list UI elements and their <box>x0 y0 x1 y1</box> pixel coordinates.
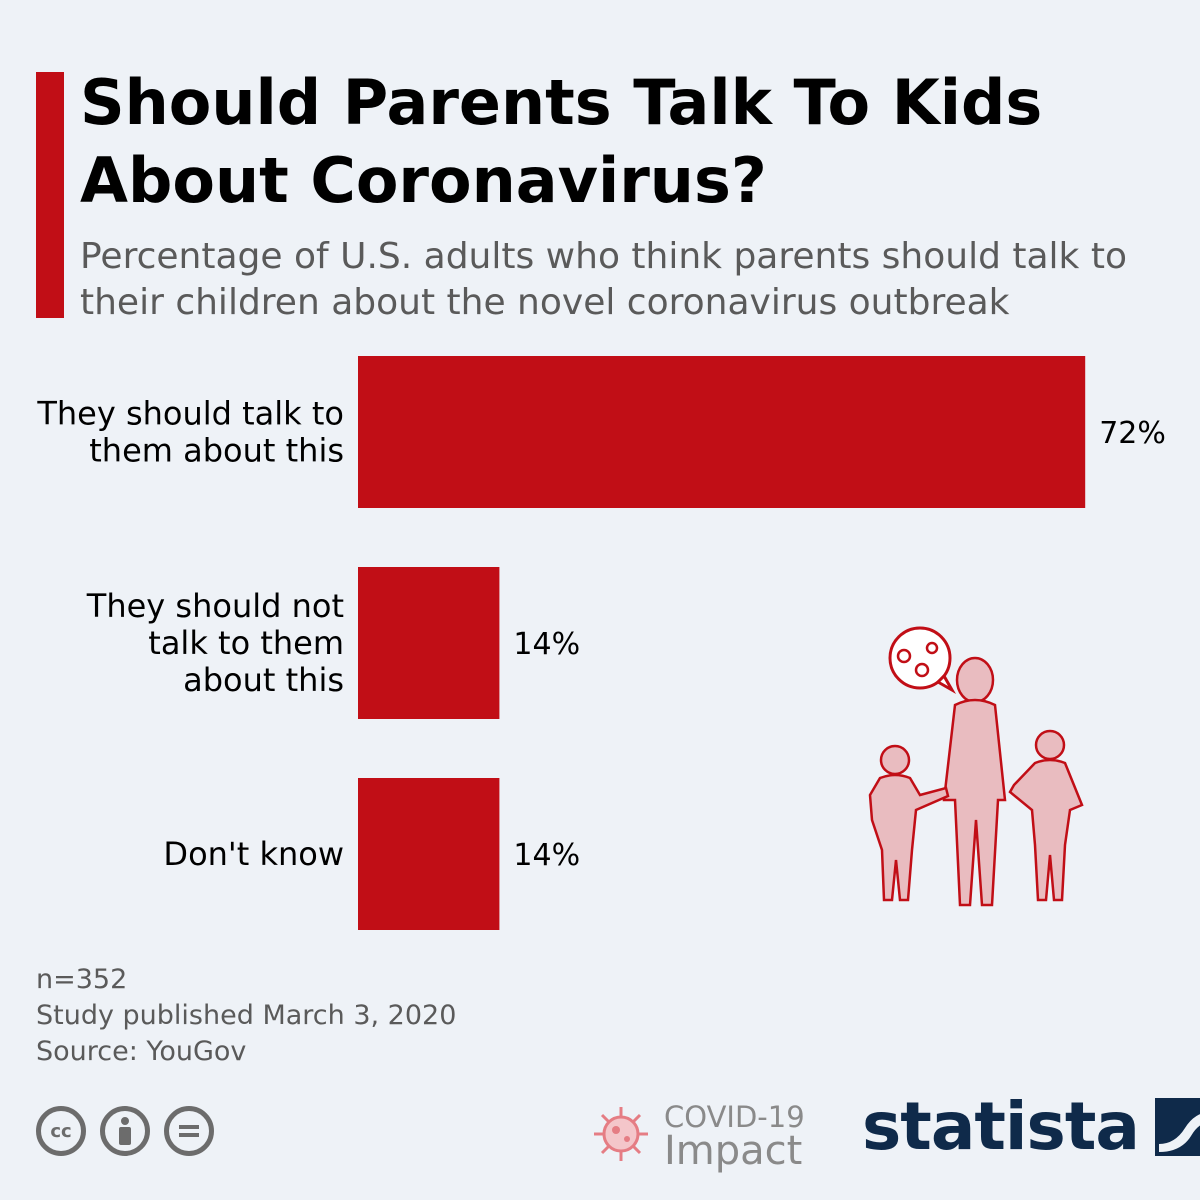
bar-0 <box>358 356 1086 508</box>
statista-wordmark: statista <box>862 1088 1140 1165</box>
attribution-icon[interactable] <box>100 1106 150 1156</box>
study-date-note: Study published March 3, 2020 <box>36 1000 457 1031</box>
source-note: Source: YouGov <box>36 1036 247 1067</box>
statista-logo[interactable]: statista <box>862 1088 1200 1165</box>
chart-subtitle: Percentage of U.S. adults who think pare… <box>80 236 1127 323</box>
category-label-0: They should talk to them about this <box>36 395 344 470</box>
covid-badge-line1: COVID-19 <box>664 1100 805 1134</box>
license-icons: cc <box>36 1106 214 1156</box>
no-derivatives-icon[interactable] <box>164 1106 214 1156</box>
bar-2 <box>358 778 500 930</box>
category-label-2: Don't know <box>163 835 344 873</box>
creative-commons-icon[interactable]: cc <box>36 1106 86 1156</box>
bar-1 <box>358 567 500 719</box>
title-accent-bar <box>36 72 64 318</box>
parent-children-illustration <box>868 626 1084 907</box>
virus-icon <box>594 1107 648 1161</box>
bar-chart: 72% They should talk to them about this 14%… <box>36 356 1166 930</box>
value-label-1: 14% <box>513 627 580 662</box>
covid-impact-badge: COVID-19 Impact <box>590 1100 805 1174</box>
statista-mark-icon <box>1154 1097 1200 1156</box>
value-label-0: 72% <box>1099 416 1166 451</box>
chart-title: Should Parents Talk To Kids About Corona… <box>80 66 1043 217</box>
category-label-1: They should not talk to them about this <box>86 587 344 699</box>
sample-size-note: n=352 <box>36 964 128 995</box>
covid-badge-line2: Impact <box>664 1128 803 1174</box>
value-label-2: 14% <box>513 838 580 873</box>
chart-notes: n=352 Study published March 3, 2020 Sour… <box>36 962 456 1070</box>
